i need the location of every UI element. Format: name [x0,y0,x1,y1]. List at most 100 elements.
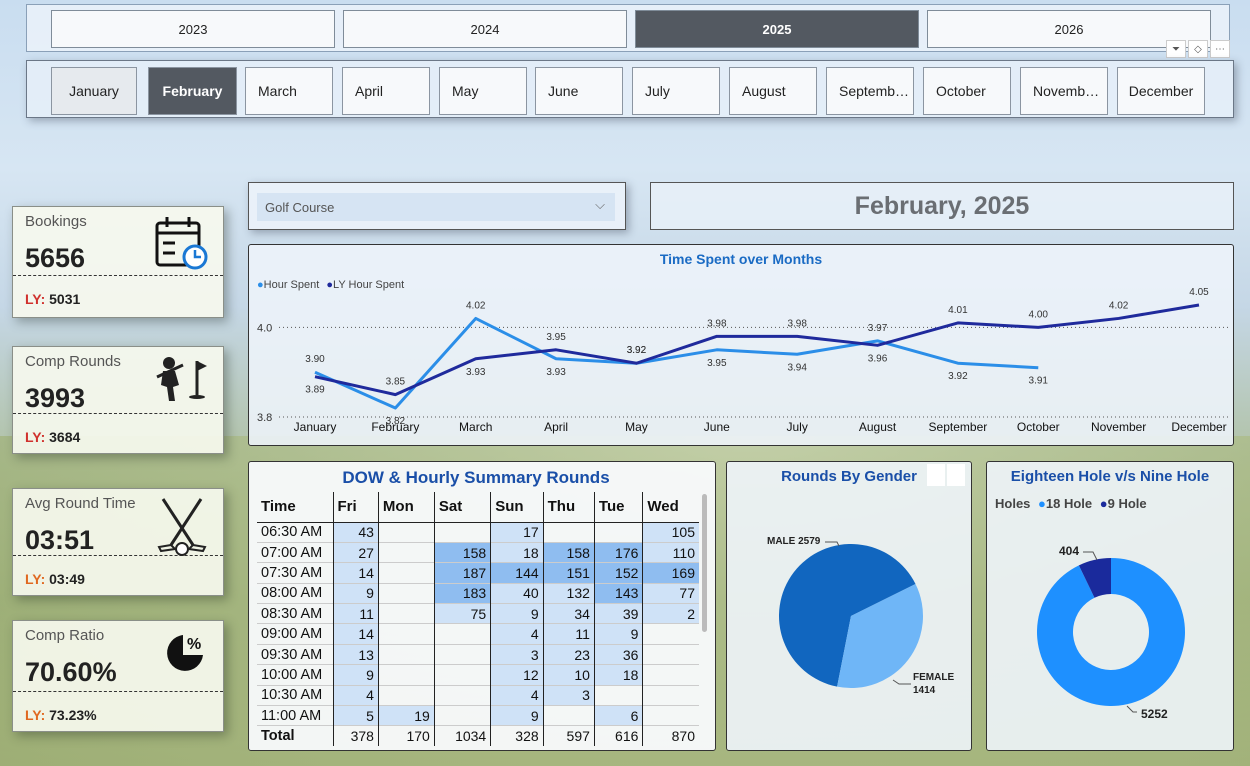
year-button-2023[interactable]: 2023 [51,10,335,48]
pie-slice-female[interactable] [837,584,923,688]
donut-slice-18-hole[interactable] [1037,558,1185,706]
data-label: 3.89 [305,385,325,396]
focus-mode-icon[interactable] [927,464,945,486]
more-options-icon[interactable] [947,464,965,486]
value-cell [377,664,435,686]
month-button-march[interactable]: March [245,67,333,115]
value-cell: 9 [593,623,643,645]
month-button-february[interactable]: February [148,67,237,115]
value-cell: 34 [542,603,595,624]
legend-18-hole: 18 Hole [1045,496,1093,511]
legend-dot-icon: ● [257,279,264,291]
data-label: 4.00 [1029,309,1049,320]
kpi-last-year: LY: 73.23% [25,707,97,723]
column-header-mon[interactable]: Mon [377,492,435,522]
month-button-august[interactable]: August [729,67,817,115]
data-label: 3.95 [707,358,727,369]
dropdown-field[interactable]: Golf Course ⌵ [257,193,615,221]
x-tick-label: October [1017,420,1060,434]
value-cell: 13 [332,644,379,665]
column-header-sat[interactable]: Sat [433,492,491,522]
column-header-time[interactable]: Time [261,498,296,516]
series-line-hour-spent[interactable] [314,316,1039,410]
month-button-april[interactable]: April [342,67,430,115]
data-label: 3.93 [546,367,566,378]
column-header-thu[interactable]: Thu [542,492,595,522]
kpi-value: 70.60% [25,657,117,687]
column-header-wed[interactable]: Wed [642,492,699,522]
month-button-january[interactable]: January [51,67,137,115]
table-row: 10:00 AM 9 12 10 18 [257,664,699,686]
total-cell: 597 [542,725,595,747]
chart-legend: ●Hour Spent ●LY Hour Spent [257,279,404,291]
x-tick-label: December [1171,420,1226,434]
value-cell [593,685,643,706]
kpi-last-year: LY: 5031 [25,291,81,307]
value-cell [377,542,435,563]
golf-course-dropdown[interactable]: Golf Course ⌵ [248,182,626,230]
chart-title: Time Spent over Months [659,251,823,267]
time-spent-chart: Time Spent over Months ●Hour Spent ●LY H… [248,244,1234,446]
year-button-2026[interactable]: 2026 [927,10,1211,48]
legend-9-hole: 9 Hole [1107,496,1147,511]
column-header-sun[interactable]: Sun [490,492,544,522]
time-cell: 08:30 AM [261,605,323,622]
more-options-icon[interactable]: ⋯ [1210,40,1230,58]
filter-icon[interactable]: ⏷ [1166,40,1186,58]
pie-label-male: MALE 2579 [767,536,821,547]
leader-line [825,541,840,547]
x-tick-label: February [371,420,419,434]
year-button-2024[interactable]: 2024 [343,10,627,48]
line-chart-svg: 3.8 4.0 January February March April May June Ju… [257,287,1229,434]
value-cell: 40 [490,583,544,604]
donut-label-18-hole: 5252 [1141,707,1168,721]
data-label: 3.82 [386,416,406,427]
column-header-tue[interactable]: Tue [593,492,643,522]
column-header-fri[interactable]: Fri [332,492,379,522]
total-cell: 870 [642,725,699,747]
value-cell: 10 [542,664,595,686]
kpi-card-bookings: Bookings 5656 LY: 5031 [12,206,224,318]
scrollbar[interactable] [702,494,707,632]
month-button-july[interactable]: July [632,67,720,115]
value-cell [377,603,435,624]
eraser-icon[interactable]: ◇ [1188,40,1208,58]
year-button-2025[interactable]: 2025 [635,10,919,48]
value-cell: 9 [490,603,544,624]
value-cell [433,644,491,665]
kpi-value: 5656 [25,243,86,273]
date-title: February, 2025 [650,182,1234,230]
legend-dot-icon: ● [326,279,334,291]
value-cell: 43 [332,522,379,543]
value-cell: 9 [490,705,544,726]
leader-line [1083,551,1098,561]
x-tick-label: January [294,420,337,434]
value-cell [377,562,435,584]
legend-dot-icon: ● [1038,496,1046,511]
chevron-down-icon[interactable]: ⌵ [595,197,605,212]
series-line-ly-hour-spent[interactable] [314,303,1200,397]
leader-line [892,679,911,685]
value-cell: 11 [332,603,379,624]
value-cell [642,705,699,726]
x-tick-label: May [625,420,648,434]
value-cell: 77 [642,583,699,604]
pie-slice-male[interactable] [779,544,916,687]
donut-slice-9-hole[interactable] [1078,558,1111,598]
month-button-november[interactable]: Novemb… [1020,67,1108,115]
month-button-september[interactable]: Septemb… [826,67,914,115]
table-title: DOW & Hourly Summary Rounds [342,468,610,487]
month-button-october[interactable]: October [923,67,1011,115]
month-button-june[interactable]: June [535,67,623,115]
legend-hour-spent: Hour Spent [263,279,320,291]
data-label: 3.92 [948,371,968,382]
value-cell: 14 [332,623,379,645]
month-button-december[interactable]: December [1117,67,1205,115]
data-label: 3.91 [1029,376,1049,387]
value-cell: 18 [593,664,643,686]
holes-donut-chart: Eighteen Hole v/s Nine Hole Holes ●18 Ho… [986,461,1234,751]
value-cell [433,522,491,543]
value-cell [377,583,435,604]
month-button-may[interactable]: May [439,67,527,115]
value-cell [377,644,435,665]
